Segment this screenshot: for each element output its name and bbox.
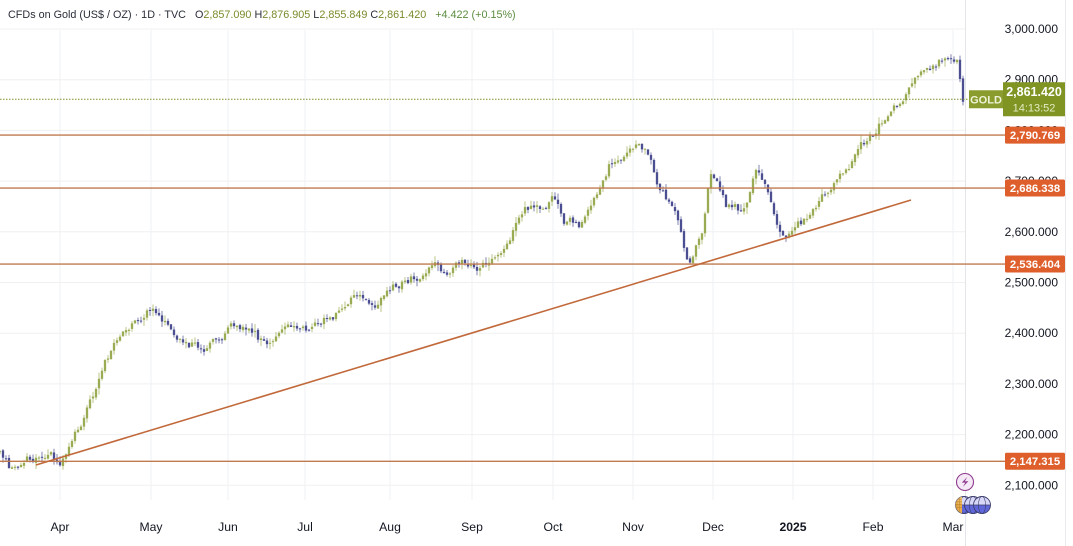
svg-text:2,300.000: 2,300.000 — [1005, 377, 1059, 391]
svg-text:2,100.000: 2,100.000 — [1005, 478, 1059, 492]
svg-text:Dec: Dec — [702, 520, 724, 534]
svg-text:2,861.420: 2,861.420 — [1006, 85, 1062, 99]
svg-text:Oct: Oct — [544, 520, 564, 534]
svg-text:2,686.338: 2,686.338 — [1010, 183, 1060, 195]
svg-text:Mar: Mar — [943, 520, 964, 534]
svg-text:Nov: Nov — [622, 520, 645, 534]
svg-text:2,400.000: 2,400.000 — [1005, 326, 1059, 340]
svg-text:Aug: Aug — [379, 520, 401, 534]
svg-text:GOLD: GOLD — [970, 95, 1002, 107]
svg-text:2,600.000: 2,600.000 — [1005, 225, 1059, 239]
svg-text:2,536.404: 2,536.404 — [1010, 259, 1061, 271]
svg-text:Jul: Jul — [297, 520, 313, 534]
svg-text:2,147.315: 2,147.315 — [1010, 456, 1060, 468]
svg-text:Apr: Apr — [51, 520, 70, 534]
svg-text:2,200.000: 2,200.000 — [1005, 428, 1059, 442]
svg-text:May: May — [139, 520, 163, 534]
svg-text:Sep: Sep — [461, 520, 483, 534]
svg-text:2025: 2025 — [779, 520, 806, 534]
svg-text:3,000.000: 3,000.000 — [1005, 22, 1059, 36]
svg-text:Feb: Feb — [862, 520, 883, 534]
svg-text:Jun: Jun — [218, 520, 238, 534]
svg-text:2,790.769: 2,790.769 — [1010, 130, 1060, 142]
svg-text:14:13:52: 14:13:52 — [1013, 102, 1056, 114]
svg-text:2,500.000: 2,500.000 — [1005, 276, 1059, 290]
